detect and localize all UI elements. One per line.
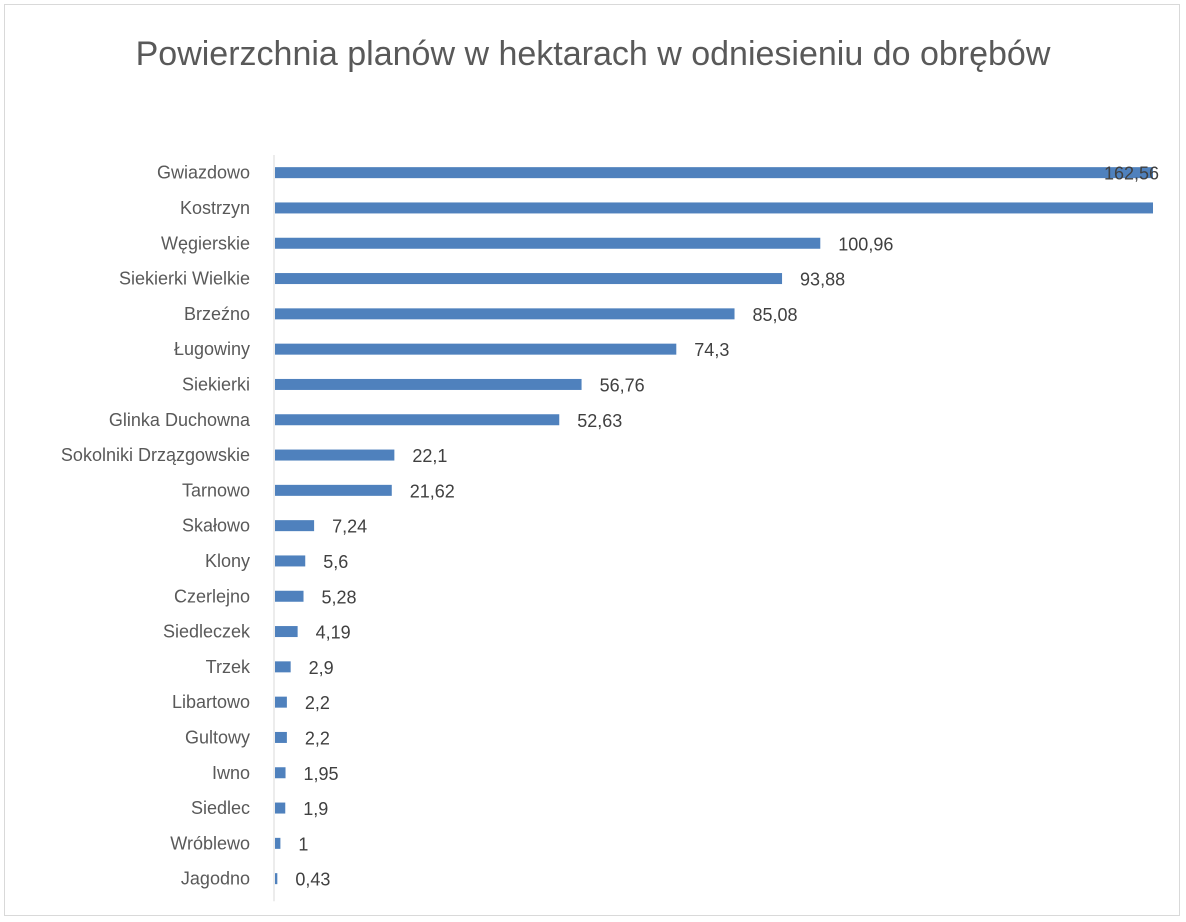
category-label: Klony [205,551,250,571]
bar [275,802,286,814]
data-label: 4,19 [316,623,351,643]
bar [275,414,560,426]
category-label: Siekierki Wielkie [119,269,250,289]
bar [275,378,582,390]
bar [275,202,1153,214]
category-label: Siedleczek [163,622,251,642]
data-label: 1,95 [304,764,339,784]
category-label: Gultowy [185,727,250,747]
chart-title-text: Powierzchnia planów w hektarach w odnies… [135,35,1051,73]
category-label: Skałowo [182,516,250,536]
bar [275,731,287,743]
bar [275,449,395,461]
category-label: Siedlec [191,798,250,818]
category-label: Jagodno [181,869,250,889]
bar [275,590,304,602]
data-label: 2,9 [309,658,334,678]
bars [275,167,1153,885]
category-label: Libartowo [172,692,250,712]
bar [275,308,735,320]
data-label: 21,62 [410,481,455,501]
category-label: Brzeźno [184,304,250,324]
data-label: 0,43 [295,870,330,890]
category-label: Węgierskie [161,233,250,253]
category-labels: Gwiazdowo Kostrzyn Węgierskie Siekierki Wie… [61,163,251,889]
data-label: 22,1 [412,446,447,466]
category-label: Siekierki [182,374,250,394]
bar [275,484,392,496]
category-label: Gwiazdowo [157,163,250,183]
data-label: 2,2 [305,693,330,713]
bar [275,873,278,885]
category-label: Czerlejno [174,586,250,606]
data-label: 162,56 [1104,164,1159,184]
category-label: Sokolniki Drzązgowskie [61,445,250,465]
category-label: Glinka Duchowna [109,410,251,430]
bar [275,237,821,249]
bar [275,273,783,285]
chart-title: Powierzchnia planów w hektarach w odnies… [0,30,1186,78]
bar [275,343,677,355]
data-label: 85,08 [753,305,798,325]
data-label: 93,88 [800,270,845,290]
bar [275,555,306,567]
data-label: 100,96 [838,234,893,254]
bar [275,167,1153,179]
bar [275,696,287,708]
data-label: 5,6 [323,552,348,572]
category-label: Iwno [212,763,250,783]
category-label: Ługowiny [174,339,250,359]
data-label: 56,76 [600,375,645,395]
data-label: 7,24 [332,517,367,537]
data-label: 1 [298,834,308,854]
bar [275,767,286,779]
data-label: 52,63 [577,411,622,431]
chart-frame [4,4,1180,916]
bar [275,661,291,673]
category-label: Kostrzyn [180,198,250,218]
bar [275,520,315,532]
data-label: 1,9 [303,799,328,819]
category-label: Trzek [206,657,251,677]
bar [275,837,281,849]
category-label: Wróblewo [170,833,250,853]
data-label: 2,2 [305,728,330,748]
data-label: 74,3 [694,340,729,360]
bar [275,626,298,638]
category-label: Tarnowo [182,480,250,500]
data-label: 5,28 [322,587,357,607]
